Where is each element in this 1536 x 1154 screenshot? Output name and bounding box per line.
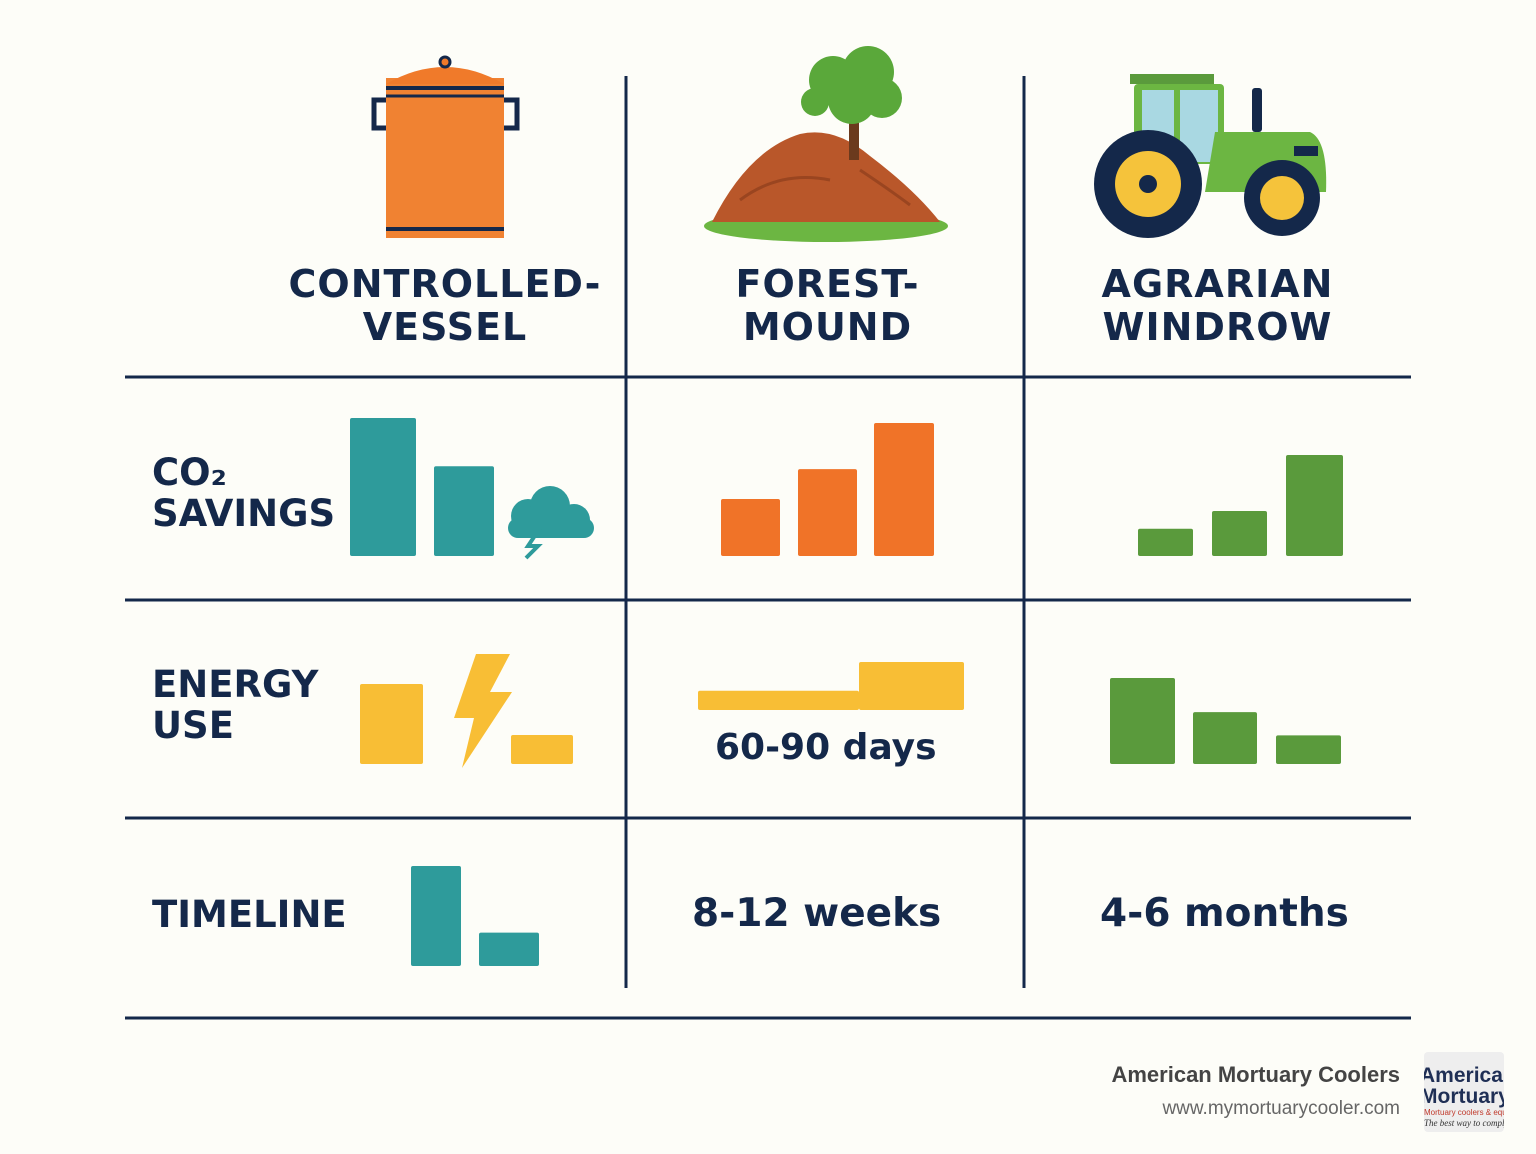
bar-co2-savings-forest-mound-3 bbox=[874, 423, 934, 556]
column-header-forest-mound: FOREST- MOUND bbox=[735, 262, 920, 349]
bar-co2-savings-forest-mound-1 bbox=[721, 499, 780, 556]
bar-timeline-controlled-vessel-2 bbox=[479, 932, 539, 966]
bar-co2-savings-agrarian-windrow-1 bbox=[1138, 528, 1193, 556]
agrarian-timeline-value: 4-6 months bbox=[1100, 891, 1349, 936]
tractor-icon bbox=[1094, 74, 1327, 238]
forest-timeline-value: 8-12 weeks bbox=[692, 891, 942, 936]
lightning-bolt-icon bbox=[454, 654, 512, 768]
bar-energy-use-agrarian-windrow-2 bbox=[1193, 712, 1257, 764]
bar-energy-use-agrarian-windrow-3 bbox=[1276, 735, 1341, 764]
storm-cloud-icon bbox=[508, 486, 594, 560]
column-header-controlled-vessel: CONTROLLED- VESSEL bbox=[288, 262, 602, 349]
compost-bin-icon bbox=[371, 55, 520, 238]
bar-co2-savings-agrarian-windrow-3 bbox=[1286, 455, 1343, 556]
company-logo: American Mortuary Mortuary coolers & equ… bbox=[1424, 1052, 1504, 1132]
bar-co2-savings-agrarian-windrow-2 bbox=[1212, 510, 1267, 556]
row-label-timeline: TIMELINE bbox=[152, 893, 347, 936]
forest-energy-duration: 60-90 days bbox=[715, 727, 937, 768]
bar-energy-use-agrarian-windrow-1 bbox=[1110, 678, 1175, 764]
bar-co2-savings-controlled-vessel-1 bbox=[350, 418, 416, 556]
column-header-agrarian-windrow: AGRARIAN WINDROW bbox=[1101, 262, 1334, 349]
bar-energy-use-forest-mound-1 bbox=[698, 690, 859, 710]
bar-energy-use-forest-mound-2 bbox=[859, 662, 964, 710]
bar-timeline-controlled-vessel-1 bbox=[411, 866, 461, 966]
row-label-energy-use: ENERGY USE bbox=[152, 663, 319, 748]
bar-energy-use-controlled-vessel-1 bbox=[360, 684, 423, 764]
soil-mound-tree-icon bbox=[704, 46, 948, 242]
bar-co2-savings-forest-mound-2 bbox=[798, 469, 857, 556]
bar-energy-use-controlled-vessel-2 bbox=[511, 735, 573, 764]
footer-company-name: American Mortuary Coolers bbox=[1111, 1062, 1400, 1087]
row-label-co2-savings: CO₂ SAVINGS bbox=[152, 451, 336, 536]
bar-co2-savings-controlled-vessel-2 bbox=[434, 466, 494, 556]
footer-website: www.mymortuarycooler.com bbox=[1162, 1098, 1400, 1119]
